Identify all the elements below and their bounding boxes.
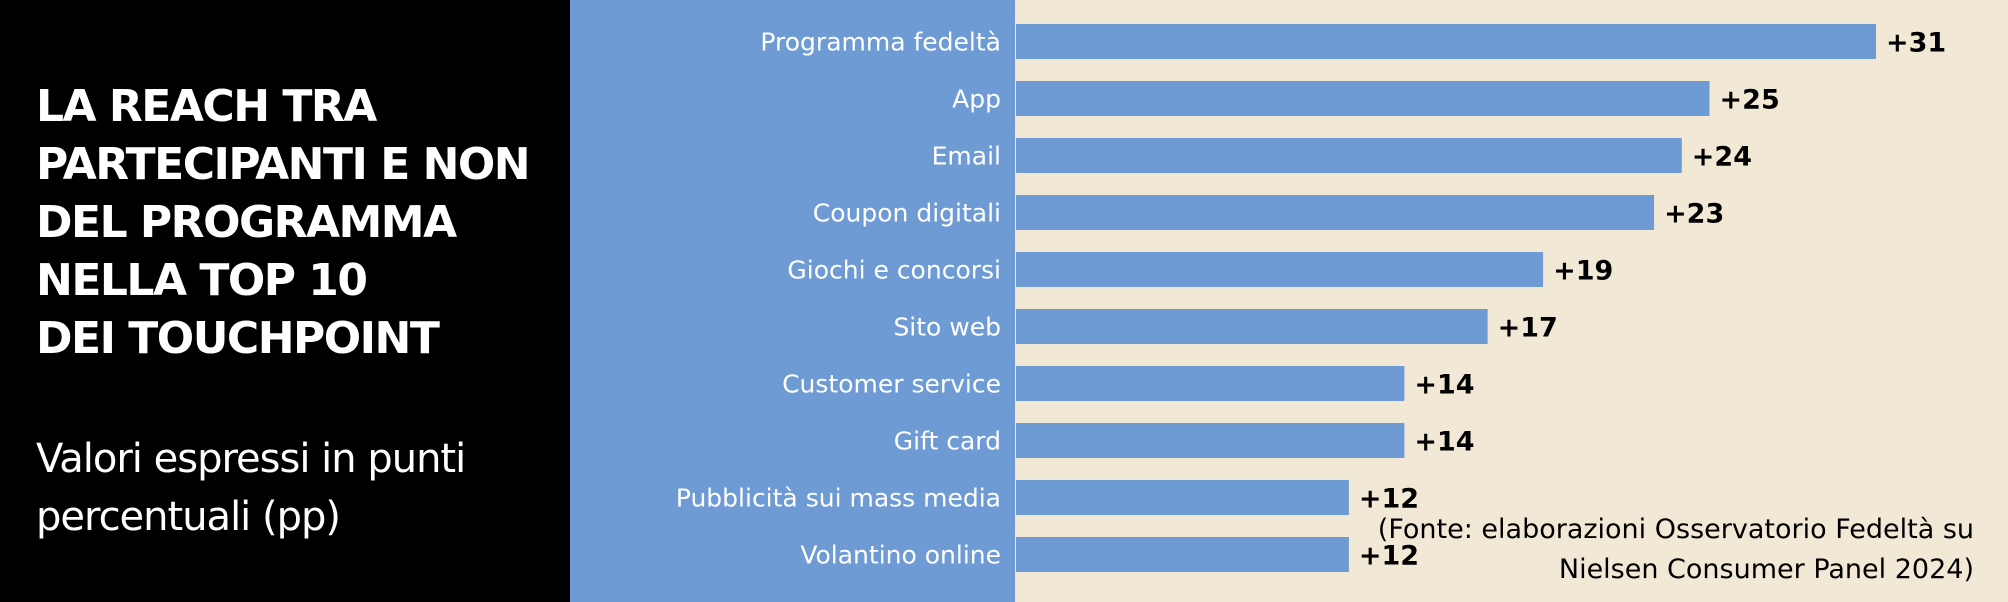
chart-subtitle: Valori espressi in punti percentuali (pp… — [36, 436, 466, 540]
value-labels-group: +31 +25 +24 +23 +19 +17 +14 +14 +12 +12 — [1359, 28, 1946, 572]
value-label-4: +19 — [1553, 256, 1613, 287]
bar-0 — [1016, 24, 1876, 59]
value-label-5: +17 — [1498, 313, 1558, 344]
bar-5 — [1016, 309, 1488, 344]
category-label-6: Customer service — [782, 370, 1001, 399]
bar-2 — [1016, 138, 1682, 173]
value-label-8: +12 — [1359, 484, 1419, 515]
bar-3 — [1016, 195, 1655, 230]
chart-title: LA REACH TRA PARTECIPANTI E NON DEL PROG… — [36, 81, 531, 364]
value-label-6: +14 — [1414, 370, 1474, 401]
category-label-8: Pubblicità sui mass media — [676, 484, 1001, 513]
bar-8 — [1016, 480, 1349, 515]
value-label-1: +25 — [1720, 85, 1780, 116]
bar-4 — [1016, 252, 1544, 287]
bar-6 — [1016, 366, 1405, 401]
category-label-0: Programma fedeltà — [760, 28, 1001, 57]
value-label-3: +23 — [1664, 199, 1724, 230]
bar-1 — [1016, 81, 1710, 116]
category-label-7: Gift card — [894, 427, 1001, 456]
bar-7 — [1016, 423, 1405, 458]
category-label-5: Sito web — [893, 313, 1001, 342]
source-note: (Fonte: elaborazioni Osservatorio Fedelt… — [1377, 514, 1974, 585]
category-label-9: Volantino online — [800, 541, 1001, 570]
bar-9 — [1016, 537, 1349, 572]
category-label-3: Coupon digitali — [813, 199, 1001, 228]
value-label-0: +31 — [1886, 28, 1946, 59]
title-panel: LA REACH TRA PARTECIPANTI E NON DEL PROG… — [0, 0, 570, 602]
category-label-4: Giochi e concorsi — [787, 256, 1001, 285]
value-label-7: +14 — [1414, 427, 1474, 458]
bars-group — [1016, 24, 1876, 572]
category-label-2: Email — [932, 142, 1001, 171]
value-label-2: +24 — [1692, 142, 1752, 173]
value-label-9: +12 — [1359, 541, 1419, 572]
category-label-panel — [570, 0, 1015, 602]
category-label-1: App — [952, 85, 1001, 114]
category-labels-group: Programma fedeltà App Email Coupon digitali… — [676, 28, 1001, 570]
